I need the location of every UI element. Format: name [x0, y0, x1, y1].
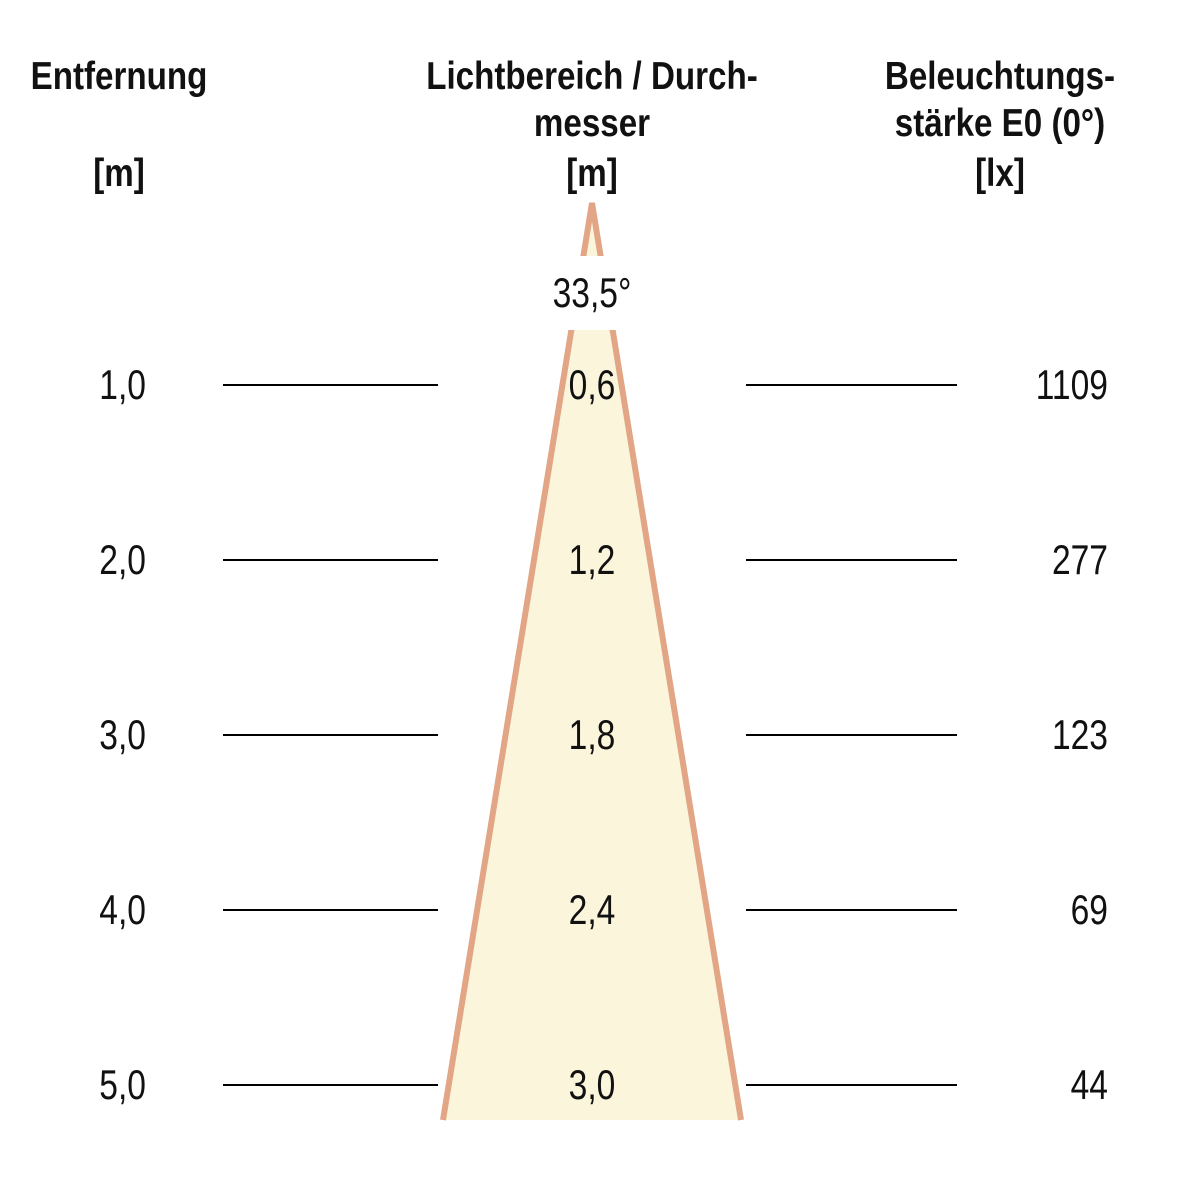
header-line: Lichtbereich / Durch- [426, 55, 758, 98]
leader-line-right [746, 909, 957, 911]
leader-line-left [223, 559, 438, 561]
distance-value: 3,0 [99, 711, 146, 758]
header-line: stärke E0 (0°) [894, 102, 1106, 145]
column-header-diameter: Lichtbereich / Durch- messer [405, 53, 779, 147]
distance-value: 5,0 [99, 1061, 146, 1108]
leader-line-right [746, 1084, 957, 1086]
leader-line-left [223, 909, 438, 911]
distance-value: 1,0 [99, 361, 146, 408]
diameter-value: 0,6 [568, 361, 616, 408]
illuminance-value: 1109 [1035, 361, 1108, 408]
header-line: messer [533, 102, 651, 145]
column-header-illuminance: Beleuchtungs- stärke E0 (0°) [815, 53, 1182, 147]
unit-label-illuminance: [lx] [975, 152, 1025, 195]
unit-label-diameter: [m] [566, 152, 618, 195]
leader-line-left [223, 384, 438, 386]
diameter-value: 1,8 [568, 711, 616, 758]
distance-value: 4,0 [99, 886, 146, 933]
leader-line-left [223, 734, 438, 736]
header-line: Beleuchtungs- [884, 55, 1116, 98]
unit-label-distance: [m] [93, 152, 145, 195]
illuminance-value: 44 [1070, 1061, 1108, 1108]
illuminance-value: 277 [1051, 536, 1108, 583]
leader-line-left [223, 1084, 438, 1086]
illuminance-value: 69 [1070, 886, 1108, 933]
cone-edge-lines [440, 202, 744, 1121]
distance-value: 2,0 [99, 536, 146, 583]
header-line: Entfernung [30, 55, 208, 98]
leader-line-right [746, 384, 957, 386]
cone-fill-shape [443, 203, 741, 1120]
leader-line-right [746, 559, 957, 561]
leader-line-right [746, 734, 957, 736]
column-header-distance: Entfernung [18, 53, 220, 100]
diameter-value: 3,0 [568, 1061, 616, 1108]
illuminance-value: 123 [1051, 711, 1108, 758]
beam-angle-label: 33,5° [512, 256, 672, 330]
diameter-value: 1,2 [568, 536, 616, 583]
diameter-value: 2,4 [568, 886, 616, 933]
